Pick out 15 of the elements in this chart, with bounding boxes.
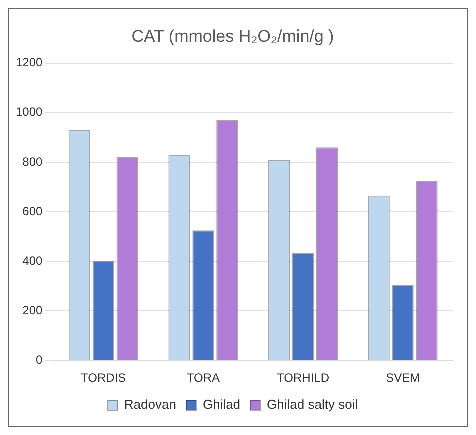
legend-label: Radovan: [124, 397, 176, 412]
x-tick-label: TORDIS: [81, 371, 126, 386]
y-tick-label: 1000: [16, 105, 44, 120]
x-tick-label: TORHILD: [277, 371, 330, 386]
y-tick-label: 1200: [16, 56, 44, 70]
legend-label: Ghilad salty soil: [267, 397, 358, 412]
y-tick-label: 600: [22, 204, 44, 218]
y-tick-label: 0: [36, 352, 44, 367]
x-tick-label: SVEM: [386, 371, 420, 386]
y-tick-label: 200: [22, 303, 44, 318]
legend-label: Ghilad: [202, 397, 241, 412]
x-tick-label: TORA: [186, 371, 220, 386]
chart-title: CAT (mmoles H₂O₂/min/g ): [132, 26, 334, 46]
y-tick-label: 800: [22, 154, 44, 169]
y-tick-label: 400: [22, 254, 44, 268]
